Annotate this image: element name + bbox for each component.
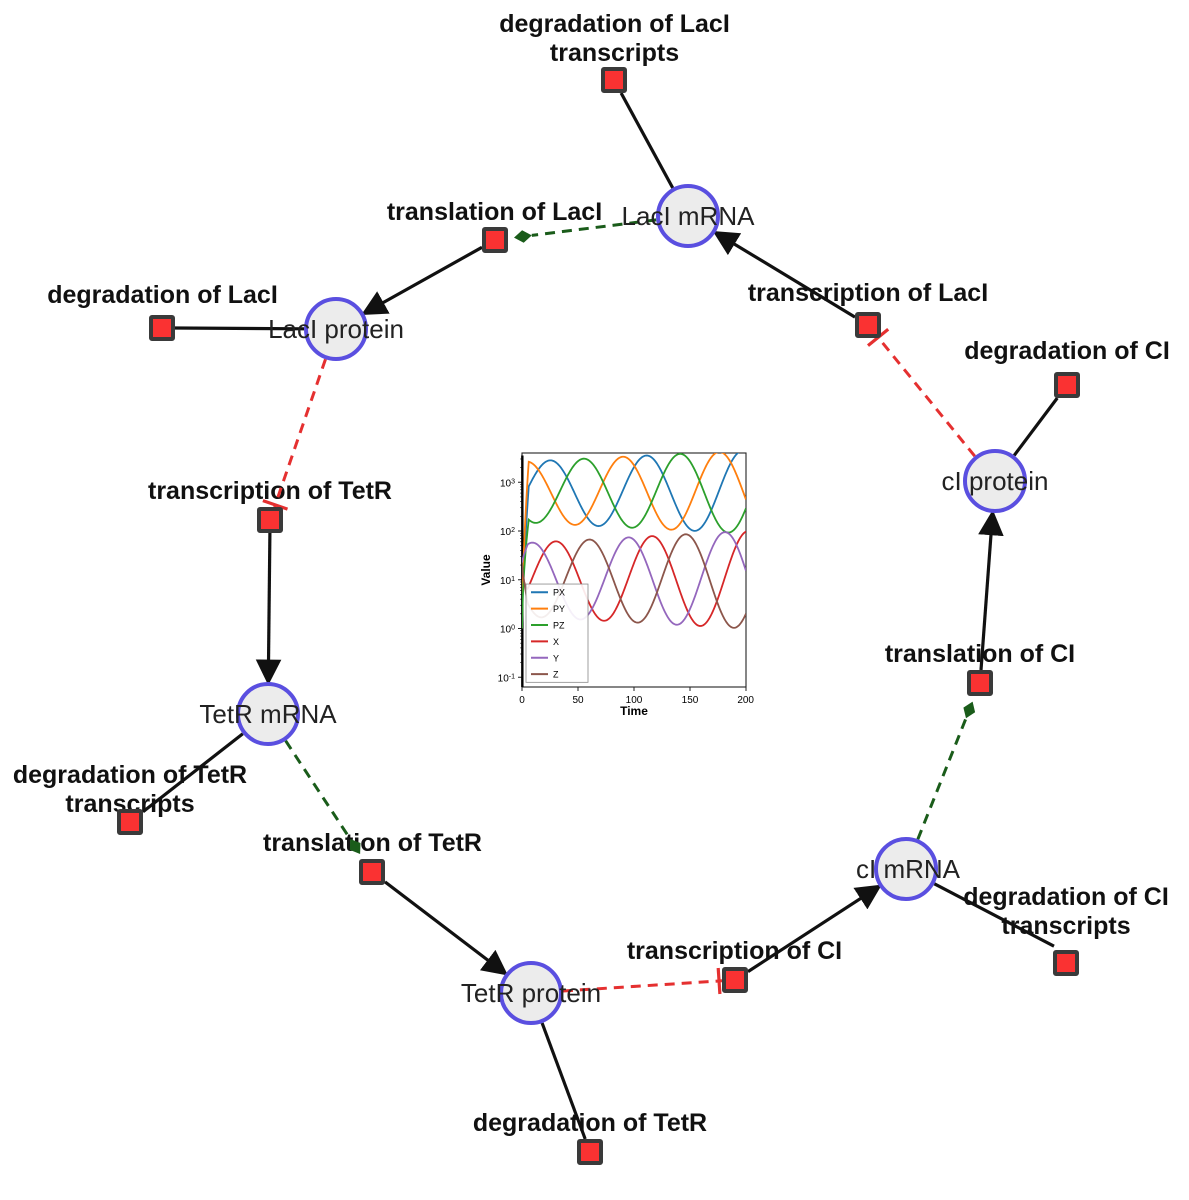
svg-text:PX: PX (553, 588, 565, 598)
svg-text:100: 100 (500, 624, 515, 636)
svg-text:150: 150 (682, 695, 699, 706)
svg-text:50: 50 (572, 695, 584, 706)
svg-text:PZ: PZ (553, 620, 565, 630)
svg-text:10-1: 10-1 (498, 673, 515, 685)
svg-text:102: 102 (500, 527, 515, 539)
svg-text:Y: Y (553, 653, 559, 663)
svg-text:Z: Z (553, 670, 559, 680)
svg-text:X: X (553, 637, 559, 647)
svg-text:PY: PY (553, 604, 565, 614)
svg-text:0: 0 (519, 695, 525, 706)
svg-text:Time: Time (620, 704, 648, 718)
svg-text:200: 200 (737, 695, 754, 706)
svg-text:103: 103 (500, 478, 515, 490)
svg-text:101: 101 (500, 575, 515, 587)
svg-text:Value: Value (479, 554, 493, 586)
